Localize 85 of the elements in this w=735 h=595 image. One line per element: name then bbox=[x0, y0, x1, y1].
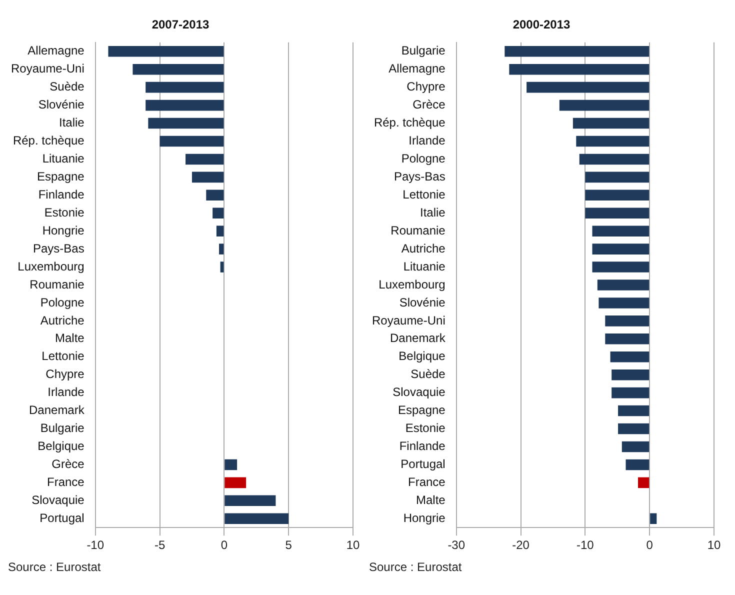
x-tick-label: 10 bbox=[346, 538, 360, 552]
bar bbox=[224, 495, 276, 506]
y-tick-label: Hongrie bbox=[42, 223, 85, 238]
y-tick-label: Portugal bbox=[400, 457, 446, 472]
y-tick-label: Danemark bbox=[29, 403, 86, 418]
y-tick-label: Slovaquie bbox=[392, 385, 446, 400]
x-tick-label: 10 bbox=[707, 538, 721, 552]
y-tick-label: Luxembourg bbox=[18, 259, 84, 274]
y-tick-label: Malte bbox=[55, 331, 85, 346]
y-tick-label: Slovénie bbox=[399, 295, 446, 310]
bar bbox=[224, 513, 289, 524]
y-tick-label: Malte bbox=[416, 492, 446, 507]
y-tick-label: Lettonie bbox=[42, 349, 85, 364]
bar bbox=[224, 459, 238, 470]
y-tick-label: Lettonie bbox=[402, 187, 446, 202]
bar bbox=[146, 82, 224, 93]
bar bbox=[192, 172, 224, 183]
y-tick-label: Royaume-Uni bbox=[11, 62, 84, 76]
y-tick-label: France bbox=[47, 474, 85, 489]
bar bbox=[146, 100, 224, 111]
bar bbox=[219, 244, 224, 254]
x-tick-label: -20 bbox=[512, 538, 530, 552]
bar bbox=[216, 226, 224, 236]
y-tick-label: Luxembourg bbox=[378, 277, 446, 292]
x-tick-label: 5 bbox=[285, 538, 292, 552]
y-tick-label: Danemark bbox=[390, 331, 446, 346]
y-tick-label: Rép. tchèque bbox=[374, 116, 446, 130]
bar bbox=[212, 208, 224, 219]
y-tick-label: Pologne bbox=[401, 152, 446, 166]
y-tick-label: Italie bbox=[59, 116, 85, 130]
y-tick-label: Finlande bbox=[38, 187, 85, 202]
y-tick-label: Hongrie bbox=[403, 510, 446, 525]
y-tick-label: Irlande bbox=[408, 134, 446, 148]
bar bbox=[224, 477, 246, 488]
x-tick-label: 0 bbox=[646, 538, 654, 552]
y-tick-label: Grèce bbox=[52, 457, 85, 472]
y-tick-label: Bulgarie bbox=[40, 421, 85, 436]
source-note: Source : Eurostat bbox=[8, 560, 102, 574]
bar bbox=[186, 154, 224, 165]
y-tick-label: Allemagne bbox=[28, 44, 85, 58]
y-tick-label: Finlande bbox=[399, 439, 446, 454]
y-tick-label: Estonie bbox=[405, 421, 446, 436]
y-tick-label: Pays-Bas bbox=[33, 241, 84, 256]
bar bbox=[108, 46, 224, 57]
y-tick-label: Estonie bbox=[44, 205, 85, 220]
y-tick-label: Royaume-Uni bbox=[372, 313, 446, 328]
y-tick-label: Roumanie bbox=[30, 277, 85, 292]
y-tick-label: Chypre bbox=[46, 367, 85, 382]
y-tick-label: Belgique bbox=[398, 349, 446, 364]
y-tick-label: Slovénie bbox=[38, 98, 85, 112]
y-tick-label: Autriche bbox=[40, 313, 85, 328]
chart-title: 2007-2013 bbox=[152, 18, 210, 32]
x-tick-label: -5 bbox=[154, 538, 166, 552]
y-tick-label: Portugal bbox=[40, 510, 84, 525]
y-tick-label: France bbox=[408, 474, 446, 489]
bar bbox=[220, 262, 224, 272]
y-tick-label: Italie bbox=[420, 205, 446, 220]
bar bbox=[148, 118, 224, 129]
y-tick-label: Lituanie bbox=[42, 152, 85, 166]
y-tick-label: Espagne bbox=[36, 169, 85, 184]
y-tick-label: Suède bbox=[50, 80, 85, 94]
y-tick-label: Lituanie bbox=[403, 259, 446, 274]
y-tick-label: Bulgarie bbox=[401, 44, 446, 58]
y-tick-label: Roumanie bbox=[390, 223, 446, 238]
y-tick-label: Espagne bbox=[398, 403, 446, 418]
y-tick-label: Autriche bbox=[401, 241, 446, 256]
chart-title: 2000-2013 bbox=[512, 18, 571, 32]
source-note: Source : Eurostat bbox=[369, 560, 463, 574]
y-tick-label: Suède bbox=[410, 367, 446, 382]
y-tick-label: Slovaquie bbox=[32, 492, 85, 507]
y-tick-label: Pays-Bas bbox=[394, 169, 446, 184]
y-tick-label: Pologne bbox=[40, 295, 85, 310]
x-tick-label: -10 bbox=[576, 538, 594, 552]
y-tick-label: Belgique bbox=[38, 439, 85, 454]
bar bbox=[206, 190, 224, 201]
x-tick-label: -30 bbox=[448, 538, 466, 552]
y-tick-label: Irlande bbox=[48, 385, 85, 400]
y-tick-label: Chypre bbox=[406, 80, 446, 94]
x-tick-label: -10 bbox=[86, 538, 104, 552]
y-tick-label: Grèce bbox=[412, 98, 446, 112]
y-tick-label: Rép. tchèque bbox=[12, 134, 85, 148]
y-tick-label: Allemagne bbox=[388, 62, 446, 76]
x-tick-label: 0 bbox=[220, 538, 228, 552]
bar bbox=[132, 64, 224, 75]
bar bbox=[160, 136, 224, 147]
